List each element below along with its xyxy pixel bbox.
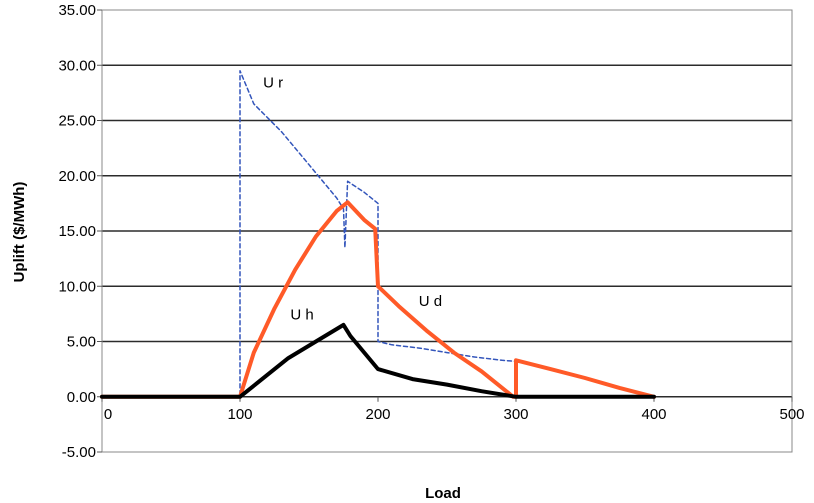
series-lines xyxy=(100,70,656,399)
y-tick-label: 35.00 xyxy=(58,2,96,19)
gridlines xyxy=(102,64,792,398)
y-tick-label: 30.00 xyxy=(58,57,96,74)
y-tick-label: 5.00 xyxy=(67,334,96,351)
y-tick-label: 15.00 xyxy=(58,223,96,240)
y-tick-label: 10.00 xyxy=(58,278,96,295)
x-tick-label: 100 xyxy=(227,406,252,423)
x-axis-title: Load xyxy=(425,485,461,502)
x-tick-label: 200 xyxy=(365,406,390,423)
x-axis-ticks: 0 100 200 300 400 500 xyxy=(101,396,805,423)
x-tick-label: 500 xyxy=(779,406,804,423)
y-tick-label: 0.00 xyxy=(67,389,96,406)
series-label: U d xyxy=(419,293,442,310)
series-line-u-h xyxy=(100,322,656,399)
series-annotations: U r U d U h xyxy=(263,74,442,323)
y-axis-title: Uplift ($/MWh) xyxy=(11,182,28,283)
y-axis-ticks: -5.00 0.00 5.00 10.00 15.00 20.00 25.00 30.00 35… xyxy=(58,2,102,461)
y-tick-label: 20.00 xyxy=(58,168,96,185)
series-label: U h xyxy=(290,306,313,323)
series-label: U r xyxy=(263,74,283,91)
x-tick-label: 400 xyxy=(641,406,666,423)
y-tick-label: 25.00 xyxy=(58,113,96,130)
x-tick-label: 300 xyxy=(503,406,528,423)
y-tick-label: -5.00 xyxy=(62,444,96,461)
series-line-u-r xyxy=(101,70,517,398)
x-tick-label: 0 xyxy=(104,406,112,423)
series-line-u-d xyxy=(100,200,656,399)
